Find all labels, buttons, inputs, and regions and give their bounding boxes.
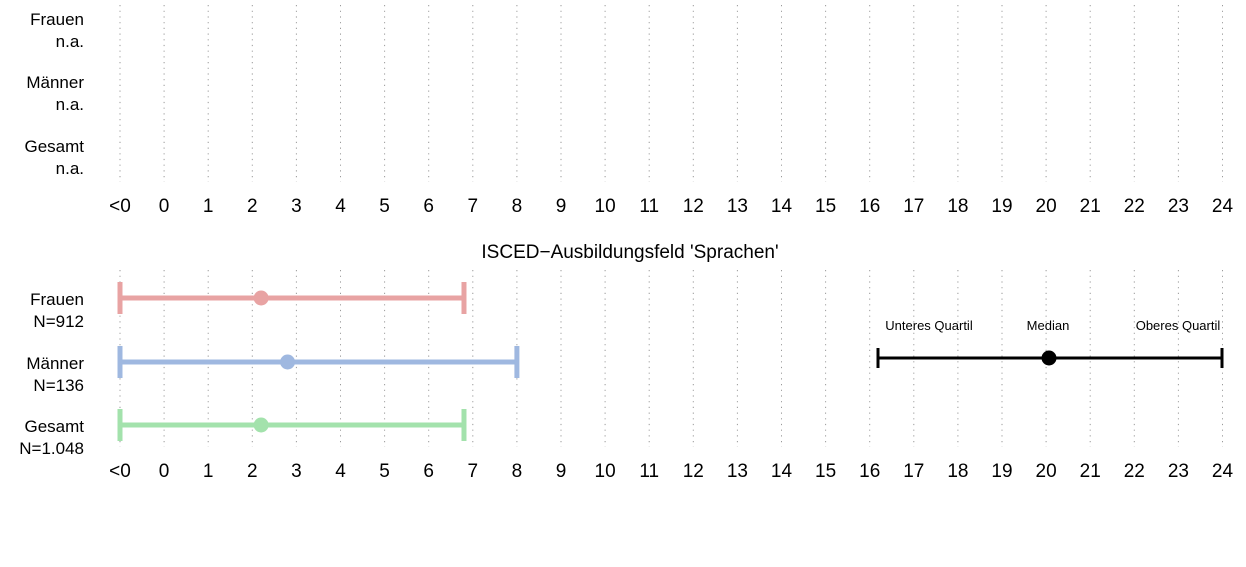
x-tick-label: 12 xyxy=(683,196,704,217)
median-point xyxy=(253,290,269,306)
row-label: Gesamt xyxy=(24,417,84,436)
x-tick-label: 24 xyxy=(1212,196,1234,217)
x-tick-label: 7 xyxy=(468,196,479,217)
x-tick-label: 15 xyxy=(815,196,836,217)
x-tick-label: 21 xyxy=(1080,196,1101,217)
x-tick-label: 18 xyxy=(947,196,968,217)
legend-upper-label: Oberes Quartil xyxy=(1136,318,1221,333)
x-tick-label: 19 xyxy=(991,461,1012,482)
x-tick-label: 14 xyxy=(771,461,793,482)
legend-median-label: Median xyxy=(1027,318,1070,333)
x-tick-label: 19 xyxy=(991,196,1012,217)
row-n-label: N=912 xyxy=(33,312,84,331)
x-tick-label: 11 xyxy=(639,196,659,217)
row-label: Gesamt xyxy=(24,137,84,156)
legend-median-point xyxy=(1041,350,1057,366)
x-tick-label: 23 xyxy=(1168,461,1189,482)
panel-sprachen: <0 0 1 2 3 4 5 6 7 8 9 10 11 12 13 14 15 16 17 18 19 20 21 22 23… xyxy=(19,242,1233,482)
panel-top: <0 0 1 2 3 4 5 6 7 8 9 10 11 12 13 14 15 16 17 18 19 20 21 22 23… xyxy=(24,5,1233,217)
x-tick-label: 6 xyxy=(423,196,434,217)
row-n-label: n.a. xyxy=(56,32,84,51)
median-point xyxy=(253,417,269,433)
x-tick-label: <0 xyxy=(109,196,131,217)
x-tick-label: 14 xyxy=(771,196,793,217)
x-tick-label: 8 xyxy=(512,461,523,482)
x-tick-label: 1 xyxy=(203,461,214,482)
x-tick-label: 17 xyxy=(903,196,924,217)
x-tick-label: 17 xyxy=(903,461,924,482)
x-tick-label: 0 xyxy=(159,461,170,482)
row-n-label: N=136 xyxy=(33,376,84,395)
x-tick-label: 4 xyxy=(335,196,346,217)
x-tick-label: 12 xyxy=(683,461,704,482)
legend: Unteres Quartil Median Oberes Quartil xyxy=(876,318,1224,368)
x-tick-label: 9 xyxy=(556,196,567,217)
x-tick-label: 6 xyxy=(423,461,434,482)
x-tick-label: 7 xyxy=(468,461,479,482)
x-tick-label: 22 xyxy=(1124,461,1145,482)
x-tick-label: 16 xyxy=(859,461,880,482)
x-tick-label: 18 xyxy=(947,461,968,482)
row-n-label: n.a. xyxy=(56,159,84,178)
median-point xyxy=(280,354,296,370)
x-tick-label: 5 xyxy=(379,461,390,482)
x-tick-label: 22 xyxy=(1124,196,1145,217)
x-tick-label: 2 xyxy=(247,196,258,217)
row-n-label: n.a. xyxy=(56,95,84,114)
x-tick-label: 20 xyxy=(1036,196,1057,217)
x-tick-label: 24 xyxy=(1212,461,1234,482)
panel-title: ISCED−Ausbildungsfeld 'Sprachen' xyxy=(481,242,778,263)
row-label: Frauen xyxy=(30,290,84,309)
x-tick-label: 11 xyxy=(639,461,659,482)
x-tick-label: 20 xyxy=(1036,461,1057,482)
x-tick-label: 0 xyxy=(159,196,170,217)
x-tick-label: 3 xyxy=(291,461,302,482)
x-tick-label: 10 xyxy=(595,196,616,217)
x-tick-label: 2 xyxy=(247,461,258,482)
row-label: Männer xyxy=(26,73,84,92)
x-tick-label: 1 xyxy=(203,196,214,217)
x-tick-label: 13 xyxy=(727,461,748,482)
x-tick-label: <0 xyxy=(109,461,131,482)
x-tick-label: 8 xyxy=(512,196,523,217)
row-n-label: N=1.048 xyxy=(19,439,84,458)
row-label: Männer xyxy=(26,354,84,373)
x-tick-label: 15 xyxy=(815,461,836,482)
x-tick-label: 4 xyxy=(335,461,346,482)
legend-lower-label: Unteres Quartil xyxy=(885,318,973,333)
x-tick-label: 10 xyxy=(595,461,616,482)
x-tick-label: 16 xyxy=(859,196,880,217)
x-tick-label: 23 xyxy=(1168,196,1189,217)
x-tick-label: 9 xyxy=(556,461,567,482)
x-tick-label: 5 xyxy=(379,196,390,217)
x-tick-label: 21 xyxy=(1080,461,1101,482)
row-label: Frauen xyxy=(30,10,84,29)
x-tick-label: 13 xyxy=(727,196,748,217)
x-tick-label: 3 xyxy=(291,196,302,217)
